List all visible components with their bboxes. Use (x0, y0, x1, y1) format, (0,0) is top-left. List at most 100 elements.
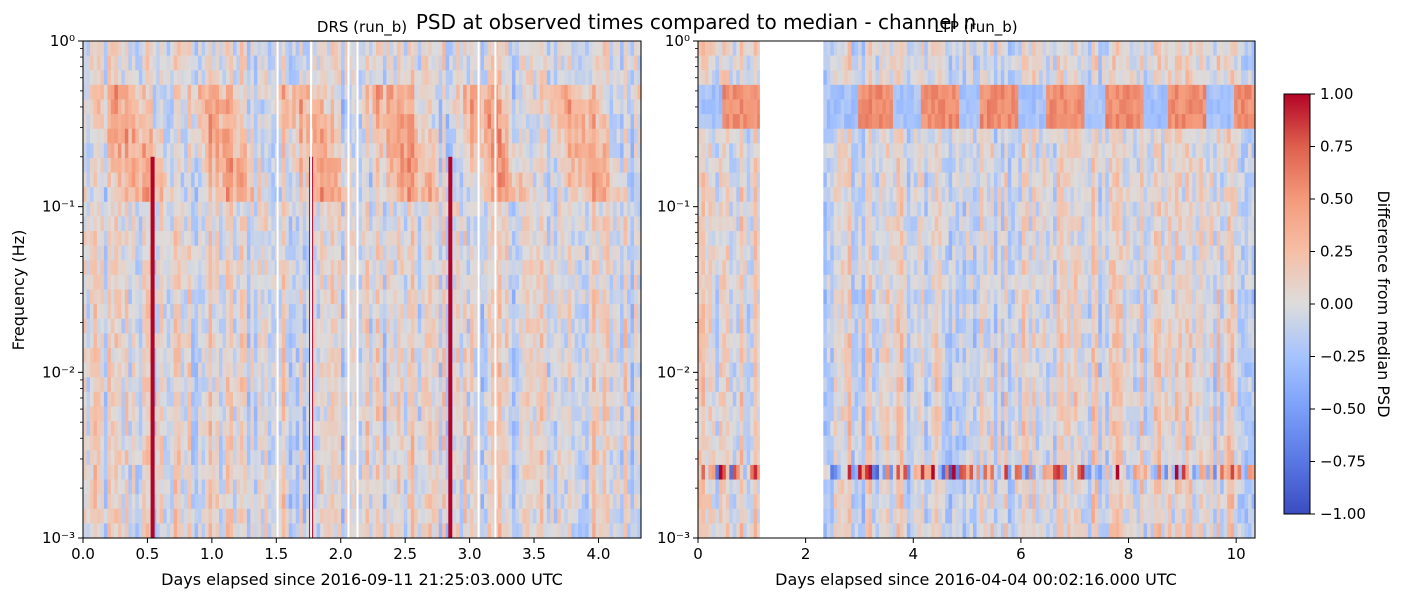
heatmap-cell (452, 391, 457, 408)
heatmap-cell (445, 347, 450, 364)
heatmap-cell (166, 479, 171, 495)
heatmap-cell (243, 187, 248, 203)
heatmap-cell (487, 143, 492, 159)
heatmap-cell (103, 421, 109, 437)
heatmap-cell (170, 523, 175, 539)
heatmap-cell (205, 143, 210, 159)
heatmap-cell (100, 143, 105, 159)
heatmap-cell (121, 494, 126, 510)
heatmap-cell (375, 84, 381, 101)
heatmap-cell (271, 187, 276, 203)
heatmap-cell (372, 99, 377, 115)
heatmap-cell (504, 464, 510, 481)
heatmap-cell (114, 187, 119, 203)
heatmap-cell (135, 377, 140, 393)
heatmap-cell (417, 347, 422, 364)
heatmap-cell (278, 523, 283, 539)
heatmap-cell (511, 494, 517, 510)
heatmap-cell (337, 450, 342, 466)
heatmap-cell (550, 362, 555, 378)
heatmap-cell (156, 377, 161, 393)
heatmap-cell (212, 362, 217, 378)
heatmap-cell (334, 464, 339, 481)
heatmap-cell (438, 114, 443, 130)
heatmap-cell (260, 245, 265, 261)
heatmap-cell (435, 333, 440, 349)
heatmap-cell (515, 508, 520, 524)
heatmap-cell (504, 406, 510, 422)
heatmap-cell (184, 245, 189, 261)
heatmap-cell (417, 55, 422, 71)
heatmap-cell (131, 172, 136, 188)
heatmap-cell (435, 362, 440, 378)
heatmap-cell (205, 41, 210, 57)
heatmap-cell (473, 318, 478, 334)
heatmap-cell (337, 143, 342, 159)
heatmap-cell (484, 143, 489, 159)
heatmap-cell (215, 421, 220, 437)
heatmap-cell (515, 41, 520, 57)
heatmap-cell (515, 479, 520, 495)
heatmap-cell (421, 128, 426, 144)
heatmap-cell (110, 362, 115, 378)
heatmap-cell (487, 245, 492, 261)
heatmap-cell (382, 391, 388, 408)
heatmap-cell (138, 435, 143, 451)
heatmap-cell (246, 435, 251, 451)
heatmap-cell (518, 274, 524, 291)
heatmap-cell (344, 464, 349, 481)
heatmap-cell (522, 99, 527, 115)
heatmap-cell (222, 406, 227, 422)
heatmap-cell (536, 494, 541, 510)
heatmap-cell (403, 435, 408, 451)
heatmap-cell (536, 70, 541, 86)
heatmap-cell (407, 435, 412, 451)
heatmap-cell (546, 362, 551, 378)
heatmap-cell (173, 347, 178, 364)
heatmap-cell (225, 435, 231, 451)
heatmap-cell (348, 216, 353, 232)
heatmap-cell (358, 99, 363, 115)
heatmap-cell (414, 479, 419, 495)
heatmap-cell (410, 128, 415, 144)
heatmap-cell (239, 231, 245, 247)
heatmap-cell (86, 508, 91, 524)
heatmap-cell (571, 157, 576, 174)
heatmap-cell (128, 245, 133, 261)
heatmap-cell (96, 435, 102, 451)
heatmap-cell (278, 84, 283, 101)
heatmap-cell (201, 143, 206, 159)
heatmap-cell (100, 450, 105, 466)
heatmap-cell (539, 421, 544, 437)
heatmap-cell (299, 55, 304, 71)
heatmap-cell (466, 216, 471, 232)
heatmap-cell (466, 172, 471, 188)
heatmap-cell (107, 450, 112, 466)
heatmap-cell (306, 41, 311, 57)
heatmap-cell (288, 435, 293, 451)
heatmap-cell (257, 245, 262, 261)
heatmap-cell (574, 231, 579, 247)
heatmap-cell (571, 333, 576, 349)
heatmap-cell (138, 479, 143, 495)
heatmap-cell (379, 523, 384, 539)
heatmap-cell (100, 41, 105, 57)
heatmap-cell (344, 201, 349, 218)
heatmap-cell (543, 187, 548, 203)
heatmap-cell (585, 84, 590, 101)
heatmap-cell (205, 187, 210, 203)
heatmap-cell (288, 99, 293, 115)
heatmap-cell (567, 187, 572, 203)
heatmap-cell (124, 347, 129, 364)
heatmap-cell (592, 304, 597, 320)
heatmap-cell (170, 114, 175, 130)
heatmap-cell (264, 377, 269, 393)
heatmap-cell (362, 421, 367, 437)
heatmap-cell (138, 172, 143, 188)
heatmap-cell (114, 479, 119, 495)
heatmap-cell (459, 508, 464, 524)
heatmap-cell (135, 508, 140, 524)
heatmap-cell (145, 260, 150, 276)
heatmap-cell (184, 435, 189, 451)
heatmap-cell (135, 70, 140, 86)
